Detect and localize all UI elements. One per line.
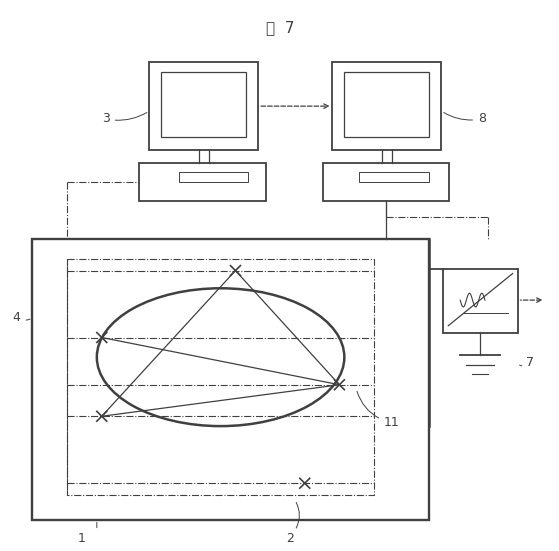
Text: 8: 8 <box>444 112 486 126</box>
Bar <box>67 259 374 495</box>
Text: 11: 11 <box>357 391 400 429</box>
Bar <box>149 62 258 150</box>
Text: 7: 7 <box>525 355 533 369</box>
Bar <box>333 62 442 150</box>
Bar <box>179 172 248 182</box>
Text: 図  7: 図 7 <box>266 20 294 35</box>
Bar <box>323 163 449 201</box>
Bar <box>344 72 429 137</box>
Bar <box>32 239 429 520</box>
Bar <box>443 268 518 333</box>
Text: 1: 1 <box>78 532 86 545</box>
Text: 4: 4 <box>13 311 30 325</box>
Bar <box>139 163 266 201</box>
Text: 3: 3 <box>102 112 147 126</box>
Bar <box>359 172 429 182</box>
Bar <box>161 72 247 137</box>
Text: 2: 2 <box>286 532 294 545</box>
